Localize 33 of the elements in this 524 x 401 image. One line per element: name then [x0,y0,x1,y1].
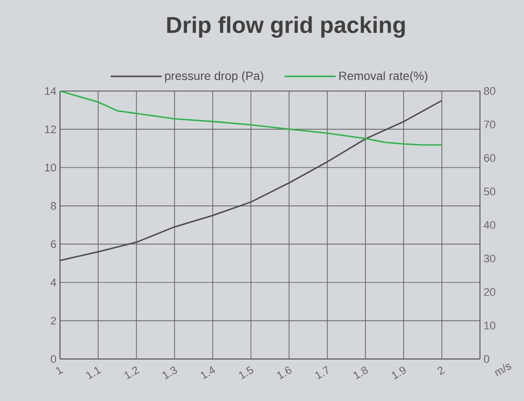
line-series [60,91,443,146]
y2-tick-label: 60 [484,154,496,162]
x-tick-label: 2 [438,366,445,375]
x-tick-label: 1.9 [392,366,406,380]
y2-tick-label: 40 [484,221,496,229]
x-tick-label: 1.7 [315,366,328,380]
y-tick-label: 2 [50,316,56,325]
y-tick-label: 10 [45,164,56,172]
x-tick-label: 1.6 [277,366,292,380]
x-tick-label: 1 [56,366,64,375]
y-tick-label: 14 [45,87,56,95]
y-tick-label: 0 [50,355,56,363]
legend-label: Removal rate(%) [339,71,428,82]
y2-tick-label: 10 [484,322,496,330]
y2-tick-label: 50 [484,188,496,196]
y2-tick-label: 0 [484,355,490,363]
y2-tick-label: 20 [484,288,496,296]
x-tick-label: 1.4 [200,366,216,380]
x-tick-label: 1.3 [162,366,177,380]
y-tick-label: 12 [45,125,56,134]
y-tick-label: 8 [50,202,56,210]
x-tick-label: 1.2 [124,366,140,380]
legend-label: pressure drop (Pa) [165,71,264,82]
x-tick-label: 1.1 [86,366,102,380]
x-tick-label: 1.5 [238,366,254,380]
x-tick-label: 1.8 [354,366,368,380]
y-tick-label: 4 [50,278,56,286]
y-tick-label: 6 [50,240,56,248]
chart-title: Drip flow grid packing [167,16,405,38]
y2-tick-label: 80 [484,87,496,95]
y2-tick-label: 70 [484,120,496,128]
x-axis-title: m/s [494,364,512,376]
y2-tick-label: 30 [484,254,496,262]
